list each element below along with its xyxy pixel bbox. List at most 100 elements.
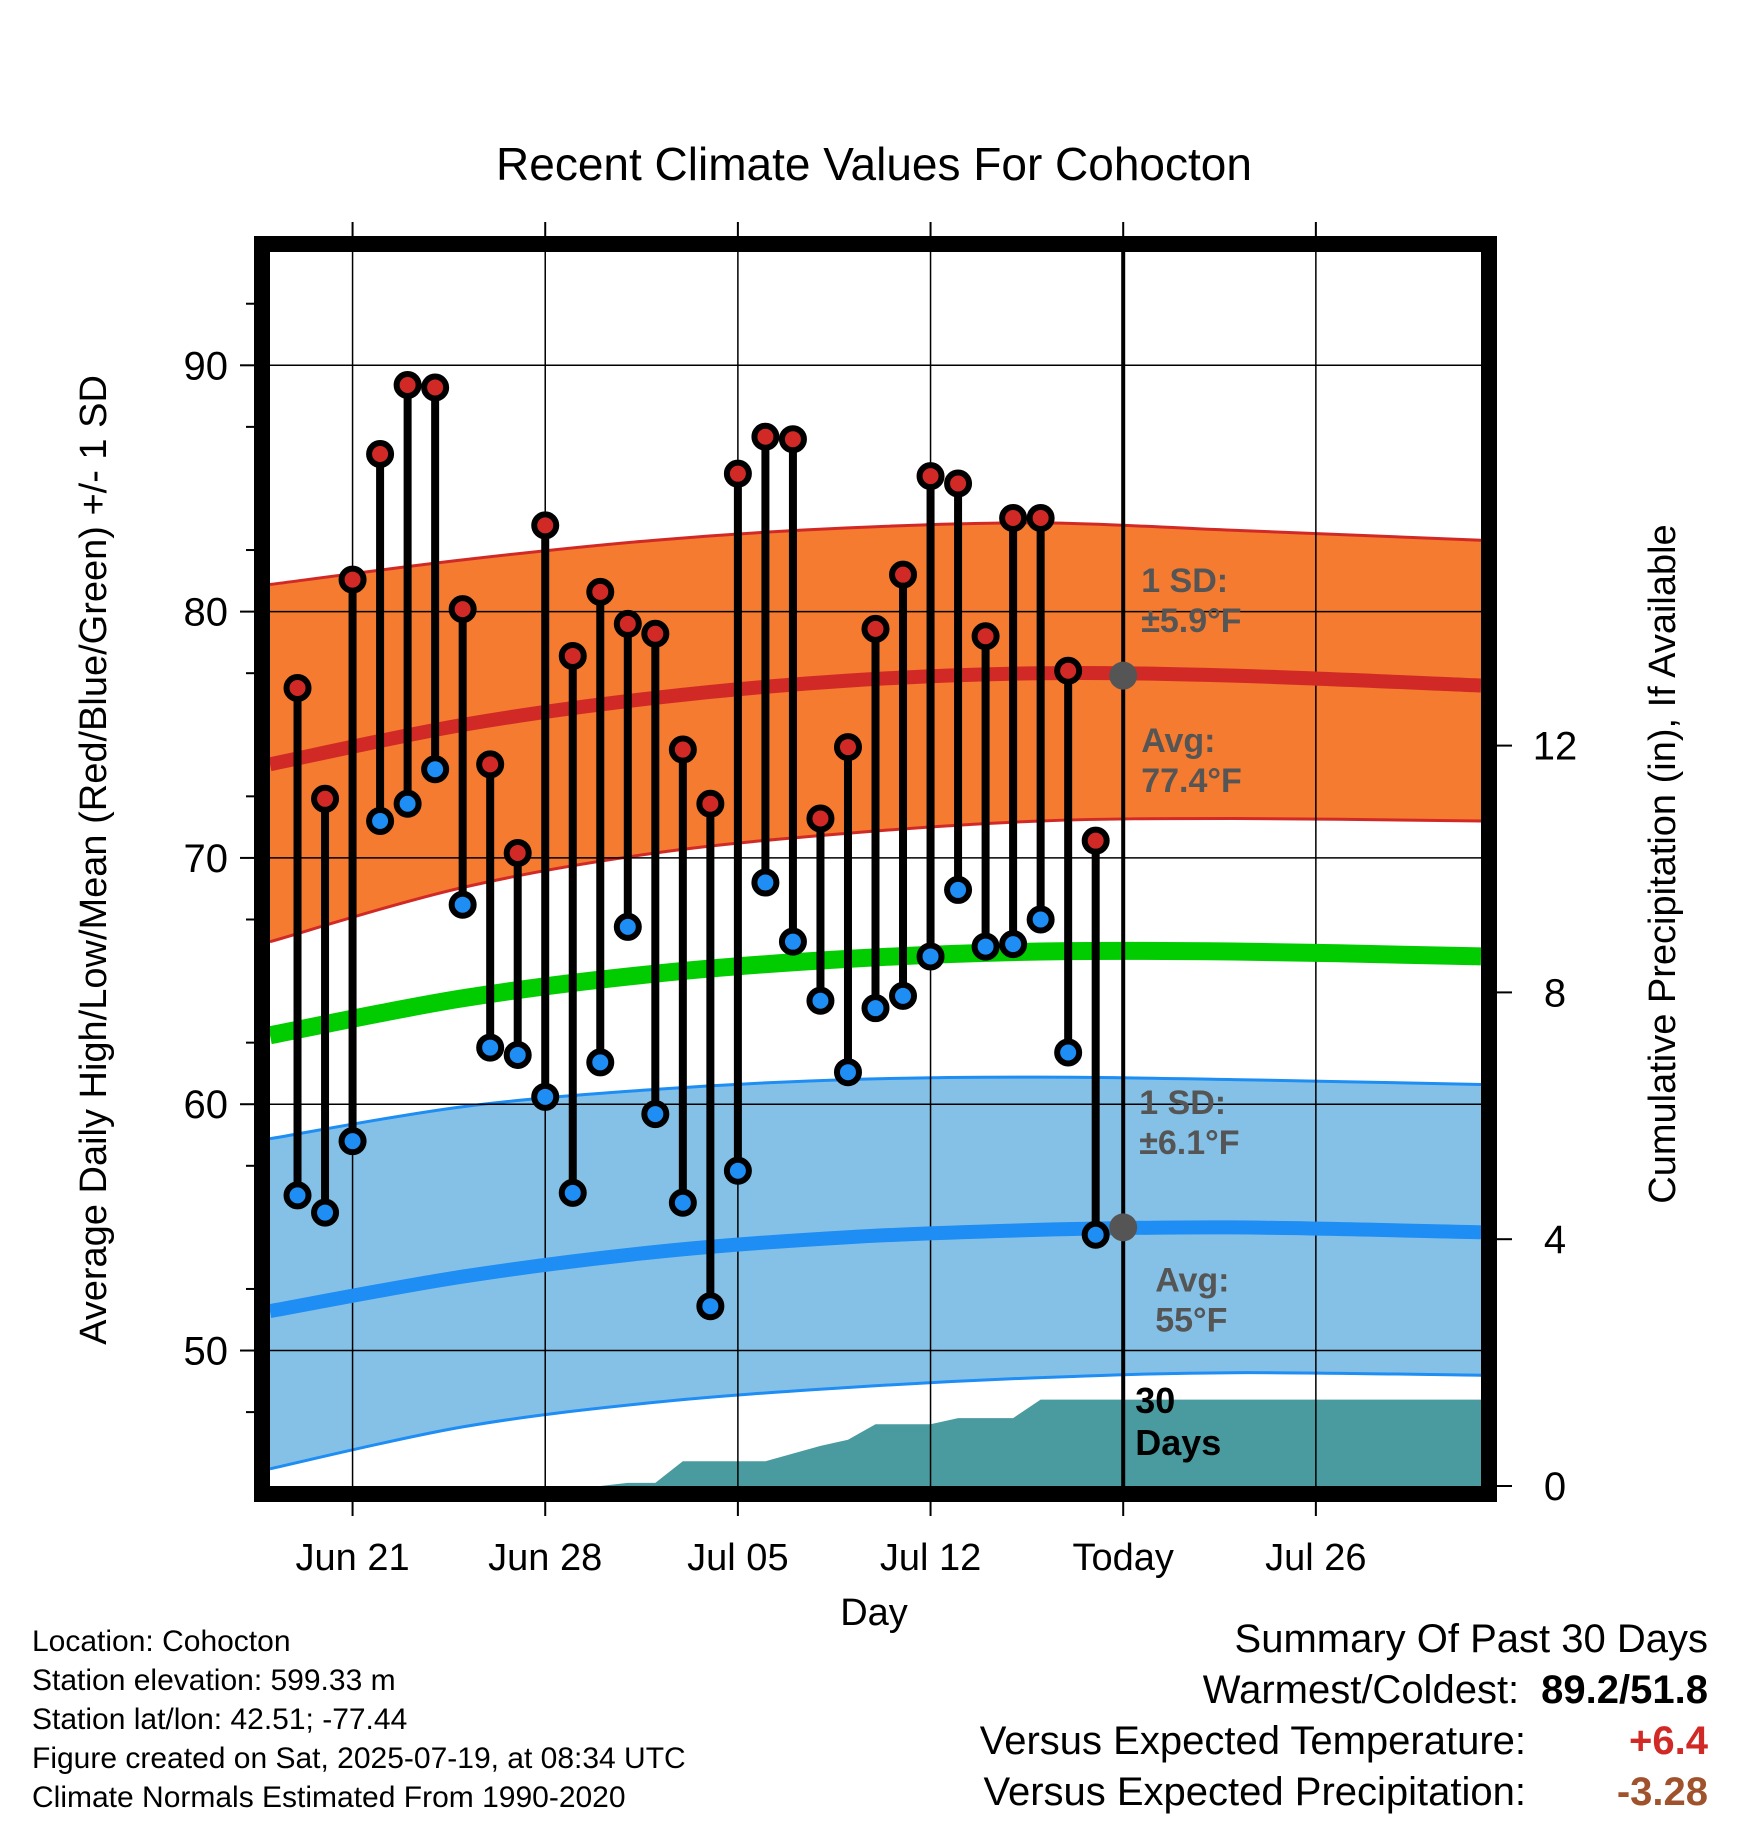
daily-low-point [999,930,1028,959]
today-window-label: Days [1135,1422,1221,1463]
daily-low-point [668,1188,697,1217]
daily-high-point [1054,656,1083,685]
daily-low-point [833,1058,862,1087]
daily-high-point [448,595,477,624]
daily-high-point [833,733,862,762]
daily-high-point [723,459,752,488]
y2-tick-label: 8 [1544,971,1566,1015]
daily-low-point [1026,905,1055,934]
daily-low-point [1081,1220,1110,1249]
daily-low-point [971,932,1000,961]
daily-high-point [889,560,918,589]
x-tick-label: Jun 21 [296,1537,410,1579]
daily-high-point [558,641,587,670]
band-annotation: 55°F [1155,1301,1227,1339]
y-axis-label: Average Daily High/Low/Mean (Red/Blue/Gr… [73,375,115,1345]
daily-low-point [283,1181,312,1210]
x-axis-label: Day [840,1592,908,1634]
daily-low-point [448,890,477,919]
daily-high-point [421,373,450,402]
axis-ticks: 50 60 70 80 90 0 4 8 12 Jun 21 Jun 28 Jul 05 Jul 12 T… [184,222,1578,1579]
daily-high-point [613,609,642,638]
warm-cold-label: Warmest/Coldest: [1202,1668,1520,1712]
grid-lines [270,252,1481,1486]
daily-high-point [366,439,395,468]
plot-border [254,236,1497,1502]
plot-frame [254,236,1497,1502]
y2-axis-label: Cumulative Precipitation (in), If Availa… [1642,524,1684,1203]
daily-high-point [916,462,945,491]
temp-anomaly-label: Versus Expected Temperature: [979,1719,1526,1763]
y-tick-label: 50 [184,1330,229,1374]
daily-low-point [944,875,973,904]
daily-low-point [393,789,422,818]
daily-low-point [311,1198,340,1227]
daily-high-point [503,838,532,867]
info-latlon: Station lat/lon: 42.51; -77.44 [32,1703,408,1736]
info-elevation: Station elevation: 599.33 m [32,1664,396,1697]
daily-low-point [531,1082,560,1111]
daily-low-point [586,1048,615,1077]
warm-cold-value: 89.2/51.8 [1541,1668,1708,1712]
y-tick-label: 70 [184,837,229,881]
daily-high-point [476,750,505,779]
today-window-label: 30 [1135,1380,1175,1421]
daily-high-point [531,511,560,540]
daily-high-point [1026,504,1055,533]
daily-high-point [283,673,312,702]
precipitation-area [270,1399,1481,1486]
daily-high-point [668,735,697,764]
daily-low-point [861,994,890,1023]
daily-high-point [393,371,422,400]
band-annotation: ±5.9°F [1141,602,1241,640]
band-annotation: 1 SD: [1141,562,1228,600]
summary-warm-cold-row: Warmest/Coldest: 89.2/51.8 [980,1665,1708,1716]
x-tick-label: Jul 26 [1265,1537,1366,1579]
daily-low-point [696,1292,725,1321]
daily-high-point [999,504,1028,533]
daily-low-point [778,927,807,956]
chart-title: Recent Climate Values For Cohocton [496,138,1252,190]
precip-anomaly-label: Versus Expected Precipitation: [983,1770,1526,1814]
y2-tick-label: 12 [1533,725,1578,769]
band-annotation: Avg: [1141,722,1215,760]
summary-temp-row: Versus Expected Temperature: +6.4 [980,1716,1708,1767]
daily-high-point [944,469,973,498]
cumulative-precip-area [270,1399,1481,1486]
daily-low-point [751,868,780,897]
daily-low-point [613,912,642,941]
x-tick-label: Jun 28 [488,1537,602,1579]
daily-low-point [421,755,450,784]
daily-low-point [806,986,835,1015]
daily-high-point [586,577,615,606]
temp-anomaly-value: +6.4 [1629,1719,1708,1763]
daily-low-point [338,1127,367,1156]
x-tick-label: Jul 05 [687,1537,788,1579]
today-normal-marker [1109,1213,1138,1242]
y2-tick-label: 4 [1544,1218,1566,1262]
info-created: Figure created on Sat, 2025-07-19, at 08… [32,1742,686,1775]
daily-high-point [778,425,807,454]
daily-low-point [476,1033,505,1062]
daily-low-point [503,1040,532,1069]
daily-low-point [889,981,918,1010]
y-tick-label: 60 [184,1083,229,1127]
daily-high-point [806,804,835,833]
info-normals: Climate Normals Estimated From 1990-2020 [32,1781,626,1814]
daily-low-point [723,1156,752,1185]
band-annotation: 1 SD: [1139,1084,1226,1122]
station-info: Location: Cohocton Station elevation: 59… [32,1622,686,1817]
daily-high-point [311,784,340,813]
daily-high-point [751,422,780,451]
x-tick-label: Today [1073,1537,1174,1579]
low-lower-edge [269,1371,1482,1471]
today-normal-marker [1109,661,1138,690]
band-annotation: ±6.1°F [1139,1124,1239,1162]
daily-high-point [971,622,1000,651]
x-tick-label: Jul 12 [880,1537,981,1579]
band-annotation: 77.4°F [1141,762,1242,800]
daily-observations [283,371,1110,1321]
info-location: Location: Cohocton [32,1625,291,1658]
